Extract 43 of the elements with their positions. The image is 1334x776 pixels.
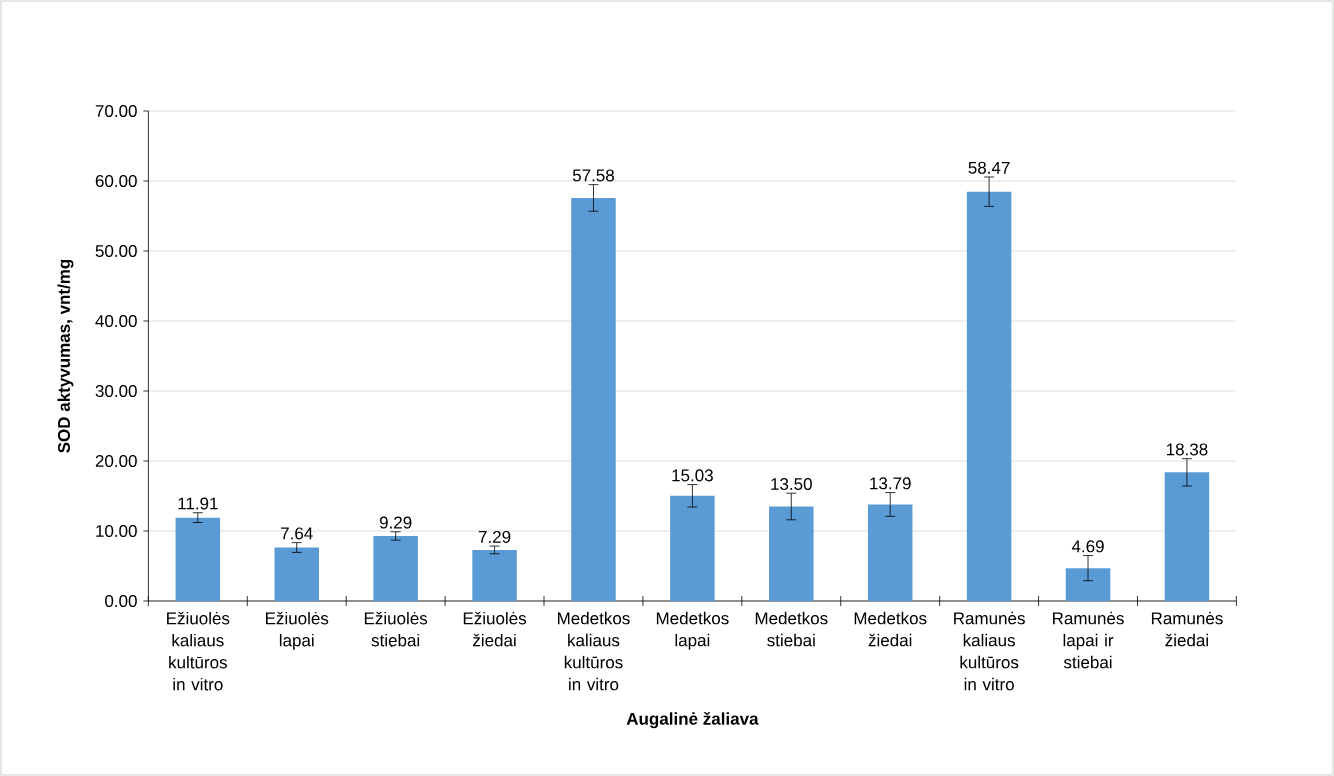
data-label: 13.79 (870, 477, 911, 490)
bar (472, 549, 517, 601)
y-tick-label: 60.00 (95, 174, 137, 188)
y-tick-label: 50.00 (95, 244, 137, 258)
data-label: 11.91 (178, 497, 218, 510)
bar (670, 495, 715, 601)
x-tick-label: Ramunės žiedai (1151, 611, 1223, 647)
data-label: 18.38 (1166, 443, 1208, 456)
data-label: 7.64 (281, 527, 313, 540)
x-tick-label: Ežiuolės kaliaus kultūros in vitro (167, 611, 230, 691)
data-label: 57.58 (572, 169, 614, 182)
y-axis-title: SOD aktyvumas, vnt/mg (57, 259, 74, 453)
bar (1065, 568, 1111, 601)
x-tick-label: Ežiuolės lapai (266, 611, 329, 650)
y-tick-label: 30.00 (95, 384, 137, 398)
bar (175, 517, 221, 601)
x-axis-title: Augalinė žaliava (626, 711, 759, 729)
data-label: 7.29 (478, 530, 511, 543)
data-label: 9.29 (379, 516, 412, 529)
y-tick-label: 40.00 (95, 314, 137, 328)
y-tick-label: 70.00 (95, 104, 137, 118)
x-tick-label: Medetkos lapai (656, 611, 729, 650)
x-tick-label: Ramunės kaliaus kultūros in vitro (954, 611, 1025, 691)
x-tick-label: Ramunės lapai ir stiebai (1053, 611, 1124, 669)
y-tick-label: 20.00 (95, 454, 137, 468)
data-label: 15.03 (672, 469, 713, 482)
x-tick-label: Medetkos stiebai (755, 611, 828, 647)
data-label: 13.50 (771, 477, 812, 490)
bar (966, 191, 1012, 601)
x-tick-label: Ežiuolės stiebai (364, 611, 428, 647)
x-tick-label: Ežiuolės žiedai (463, 611, 527, 647)
bar (373, 535, 418, 601)
x-tick-label: Medetkos žiedai (854, 611, 927, 647)
bar (274, 547, 319, 601)
y-tick-label: 0.00 (105, 594, 137, 608)
x-tick-label: Medetkos kaliaus kultūros in vitro (558, 611, 630, 691)
y-tick-label: 10.00 (96, 524, 137, 538)
bar (571, 197, 616, 601)
bar (867, 504, 913, 601)
bar (769, 506, 814, 601)
data-label: 58.47 (968, 161, 1010, 174)
data-label: 4.69 (1071, 540, 1104, 553)
bar (1164, 472, 1210, 601)
